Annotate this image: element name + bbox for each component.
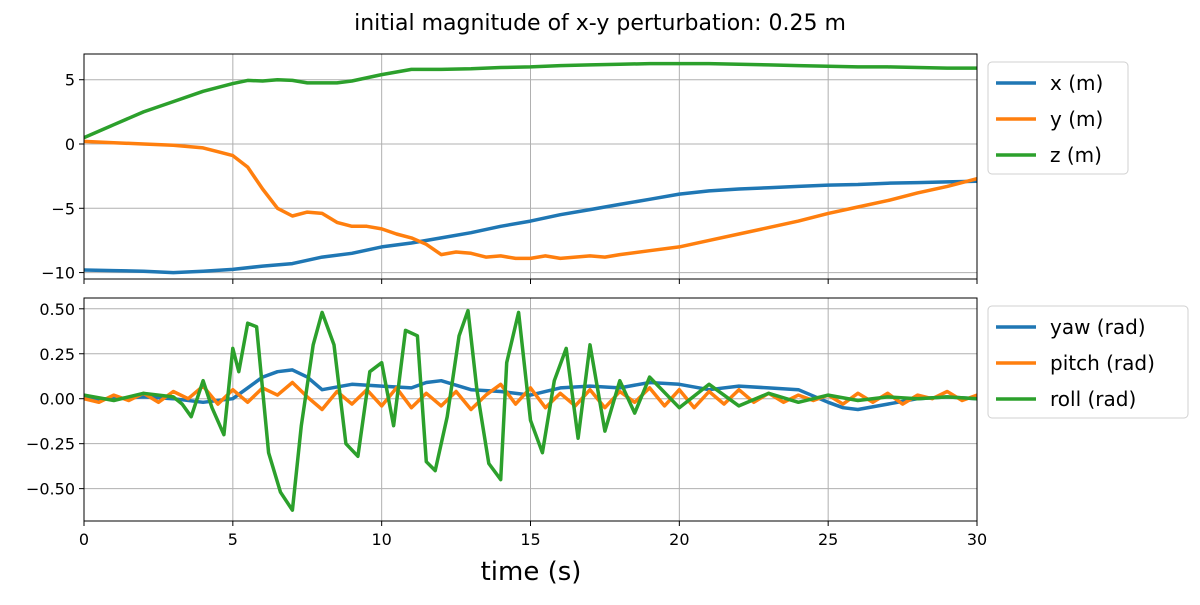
x-tick-label: 20	[669, 530, 689, 549]
legend-label: pitch (rad)	[1050, 351, 1155, 375]
legend-box	[987, 305, 1189, 419]
y-tick-label: −10	[41, 264, 75, 283]
series-group	[84, 61, 977, 275]
y-tick-label: −5	[51, 199, 75, 218]
legend: x (m) y (m) z (m)	[987, 61, 1129, 175]
x-tick-label: 15	[520, 530, 540, 549]
series-line-roll	[84, 308, 977, 512]
x-tick-label: 10	[371, 530, 391, 549]
legend: yaw (rad) pitch (rad) roll (rad)	[987, 305, 1189, 419]
x-tick-label: 0	[79, 530, 89, 549]
y-tick-label: 5	[65, 71, 75, 90]
legend-box	[987, 61, 1129, 175]
x-axis-label: time (s)	[481, 557, 582, 587]
series-line-z	[84, 61, 977, 140]
series-line-y	[84, 139, 977, 261]
series-group	[84, 308, 977, 512]
legend-label: x (m)	[1050, 71, 1103, 95]
y-tick-label: −0.50	[26, 480, 75, 499]
chart-title: initial magnitude of x-y perturbation: 0…	[354, 11, 846, 36]
y-tick-label: 0.50	[39, 300, 75, 319]
series-line-x	[84, 179, 977, 275]
y-tick-label: 0.25	[39, 345, 75, 364]
legend-label: roll (rad)	[1050, 387, 1136, 411]
legend-label: z (m)	[1050, 143, 1102, 167]
series-line-yaw	[84, 368, 977, 412]
panel-2: 0 5 10 15 20 25 30 −0.50 −0.25 0.00 0.25 0.50 yaw (r…	[26, 297, 1189, 549]
legend-label: y (m)	[1050, 107, 1103, 131]
x-tick-label: 5	[228, 530, 238, 549]
y-tick-label: 0	[65, 135, 75, 154]
x-tick-label: 25	[818, 530, 838, 549]
y-tick-label: 0.00	[39, 390, 75, 409]
panel-1: −10 −5 0 5 x (m) y (m) z (m)	[41, 53, 1129, 284]
legend-label: yaw (rad)	[1050, 315, 1146, 339]
x-tick-label: 30	[967, 530, 987, 549]
y-tick-label: −0.25	[26, 435, 75, 454]
